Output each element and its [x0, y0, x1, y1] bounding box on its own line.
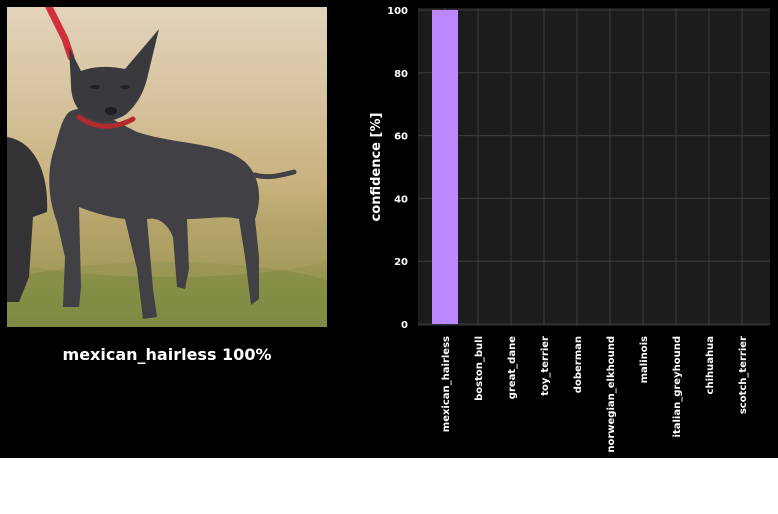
- x-tick-label: boston_bull: [474, 336, 485, 401]
- x-tick-label: toy_terrier: [540, 336, 551, 396]
- x-tick-label: scotch_terrier: [738, 336, 749, 414]
- x-tick-label: malinois: [639, 336, 650, 383]
- classifier-panel: mexican_hairless 100% 0 20 40 60 80 100 mexic…: [0, 0, 778, 458]
- prediction-percent: 100%: [222, 345, 272, 364]
- plot-background: [418, 8, 770, 326]
- y-tick-label: 60: [394, 132, 408, 143]
- x-tick-label: great_dane: [507, 336, 518, 399]
- x-tick-label: italian_greyhound: [672, 336, 683, 437]
- y-tick-label: 20: [394, 257, 408, 268]
- prediction-caption: mexican_hairless 100%: [7, 345, 327, 364]
- y-axis-label: confidence [%]: [369, 113, 384, 222]
- x-tick-label: doberman: [573, 336, 584, 393]
- confidence-bar-chart: 0 20 40 60 80 100 mexican_hairless boston_bull…: [369, 6, 770, 453]
- x-tick-label: norwegian_elkhound: [606, 336, 617, 453]
- y-tick-label: 100: [387, 6, 408, 17]
- prediction-label: mexican_hairless: [62, 345, 217, 364]
- y-tick-label: 0: [401, 320, 408, 331]
- x-tick-label: chihuahua: [705, 336, 716, 394]
- y-tick-label: 80: [394, 69, 408, 80]
- bar-mexican_hairless: [432, 10, 458, 324]
- x-tick-label: mexican_hairless: [441, 336, 452, 432]
- dog-photo: [7, 7, 327, 327]
- y-tick-label: 40: [394, 194, 408, 205]
